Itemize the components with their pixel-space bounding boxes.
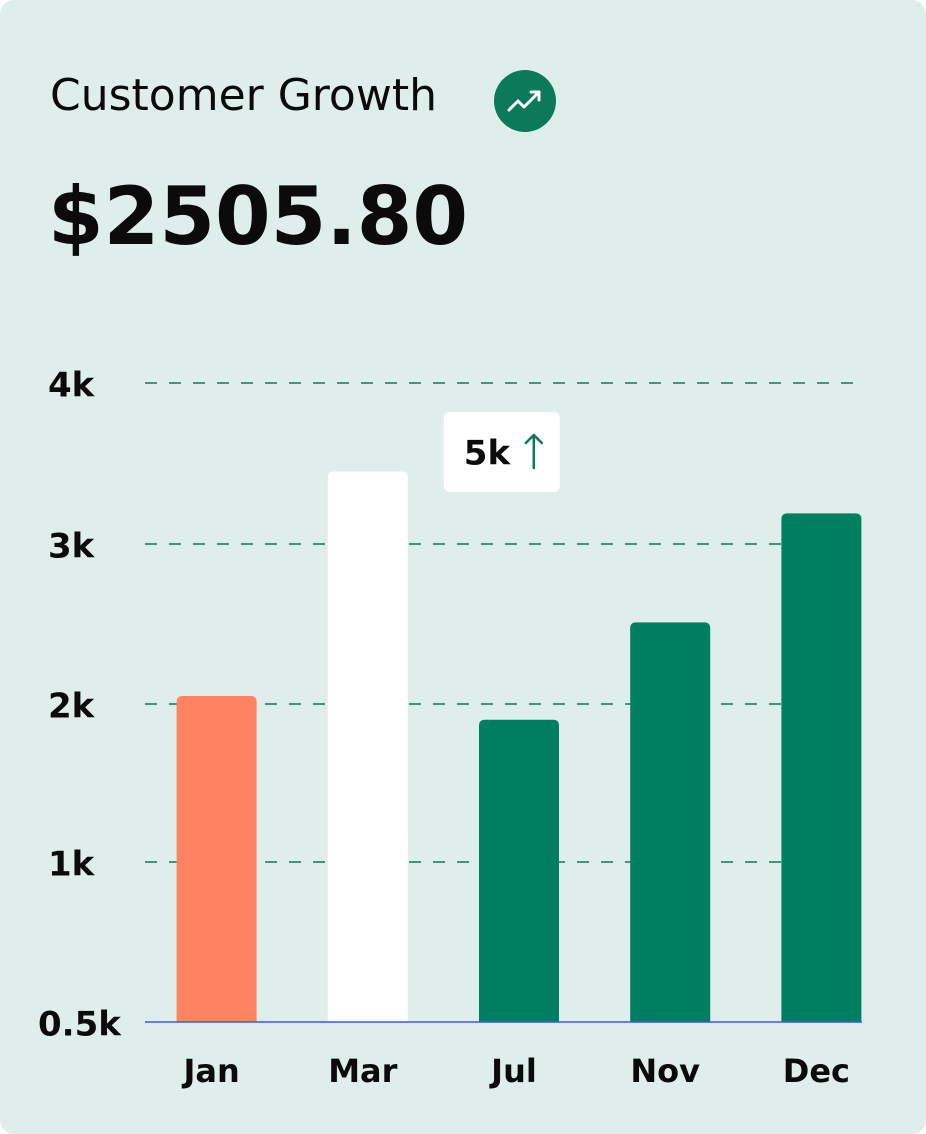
icon-line bbox=[507, 90, 541, 112]
bar bbox=[781, 513, 862, 1022]
x-tick-label: Jan bbox=[181, 1052, 239, 1090]
bar bbox=[327, 471, 408, 1022]
y-tick-label: 3k bbox=[48, 527, 96, 567]
tooltip-box bbox=[443, 412, 560, 492]
icon-arrowhead bbox=[529, 90, 541, 102]
x-tick-label: Jul bbox=[489, 1052, 537, 1090]
y-tick-label: 4k bbox=[48, 366, 96, 406]
trend-icon bbox=[494, 70, 556, 132]
x-tick-label: Dec bbox=[783, 1052, 850, 1090]
x-tick-label: Nov bbox=[630, 1052, 700, 1090]
y-tick-label: 2k bbox=[48, 687, 96, 727]
y-tick-label: 1k bbox=[48, 845, 96, 885]
bar bbox=[479, 719, 559, 1022]
x-tick-label: Mar bbox=[328, 1052, 397, 1090]
chart-title: Customer Growth bbox=[50, 70, 437, 121]
y-tick-label: 0.5k bbox=[38, 1005, 122, 1045]
tooltip: 5k bbox=[443, 412, 560, 492]
tooltip-text: 5k bbox=[464, 434, 512, 474]
tooltip-arrow bbox=[524, 433, 544, 470]
headline-amount: $2505.80 bbox=[48, 170, 468, 263]
bar bbox=[176, 696, 257, 1022]
bar bbox=[630, 622, 711, 1022]
icon-circle bbox=[494, 70, 556, 132]
